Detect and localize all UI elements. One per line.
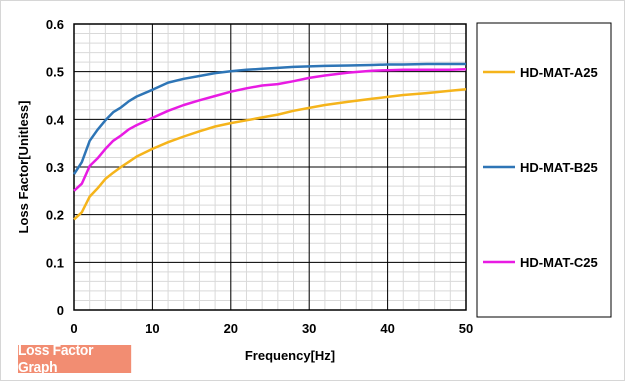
major-grid bbox=[73, 23, 467, 311]
x-tick-label: 0 bbox=[70, 321, 77, 336]
x-tick-label: 30 bbox=[302, 321, 316, 336]
series-line-hd-mat-c25 bbox=[73, 68, 467, 192]
y-axis-label: Loss Factor[Unitless] bbox=[16, 101, 31, 234]
legend-label-hd-mat-a25: HD-MAT-A25 bbox=[520, 65, 598, 80]
x-axis-tick-labels: 0 10 20 30 40 50 bbox=[70, 321, 473, 336]
x-tick-label: 40 bbox=[380, 321, 394, 336]
legend-label-hd-mat-b25: HD-MAT-B25 bbox=[520, 160, 598, 175]
series-line-hd-mat-a25 bbox=[73, 88, 467, 221]
legend-label-hd-mat-c25: HD-MAT-C25 bbox=[520, 255, 598, 270]
y-tick-label: 0.3 bbox=[46, 160, 64, 175]
y-tick-label: 0.1 bbox=[46, 255, 64, 270]
legend: HD-MAT-A25 HD-MAT-B25 HD-MAT-C25 bbox=[483, 65, 598, 270]
y-tick-label: 0.5 bbox=[46, 65, 64, 80]
series-lines bbox=[72, 62, 467, 221]
y-axis-tick-labels: 0 0.1 0.2 0.3 0.4 0.5 0.6 bbox=[46, 17, 65, 318]
y-tick-label: 0.4 bbox=[46, 112, 65, 127]
y-tick-label: 0.2 bbox=[46, 208, 64, 223]
x-tick-label: 50 bbox=[459, 321, 473, 336]
x-tick-label: 10 bbox=[145, 321, 159, 336]
x-axis-label: Frequency[Hz] bbox=[245, 348, 335, 363]
plot-area-border bbox=[73, 23, 467, 311]
series-line-hd-mat-b25 bbox=[72, 62, 466, 175]
x-tick-label: 20 bbox=[224, 321, 238, 336]
y-tick-label: 0.6 bbox=[46, 17, 64, 32]
y-tick-label: 0 bbox=[57, 303, 64, 318]
chart-caption-badge: Loss Factor Graph bbox=[18, 342, 132, 376]
